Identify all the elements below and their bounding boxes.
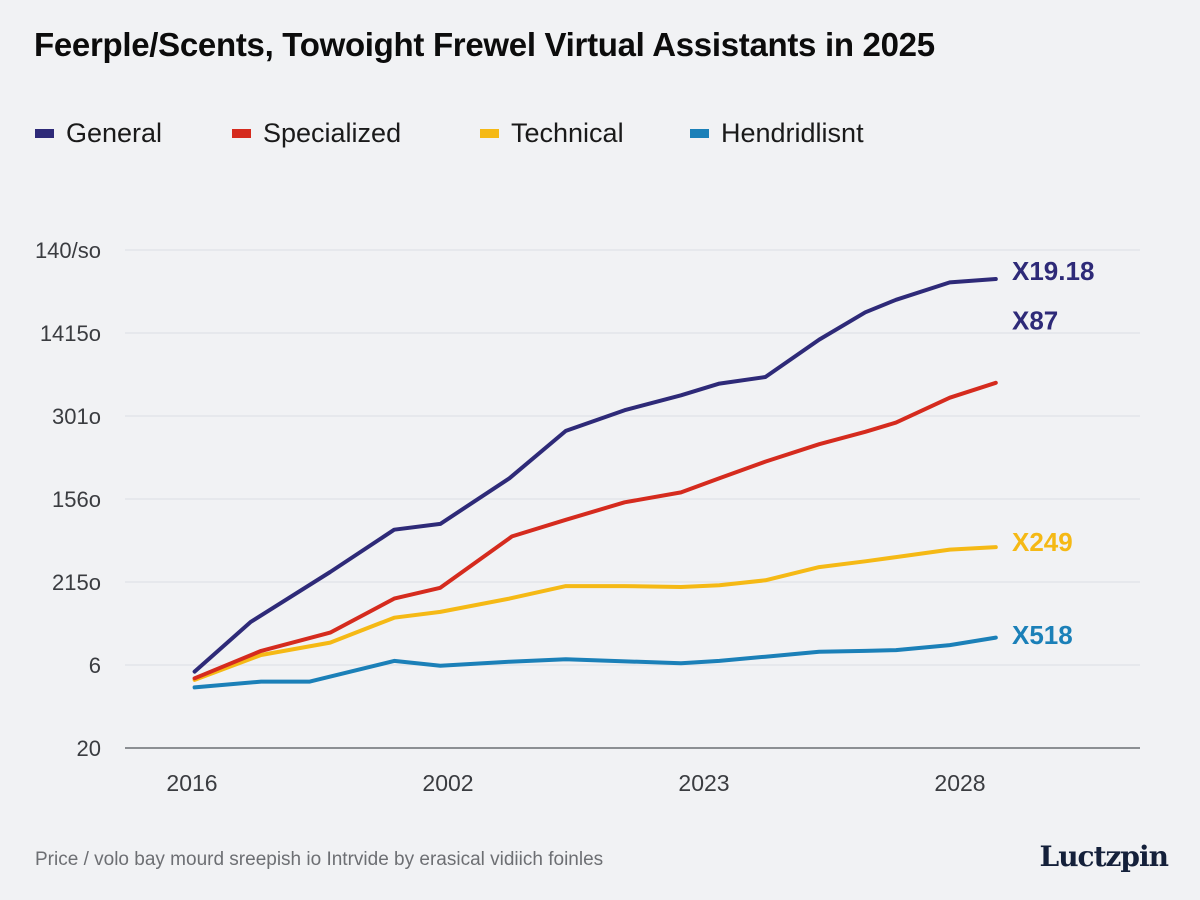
legend-item-technical: Technical: [480, 118, 624, 149]
end-value-label: X249: [1012, 527, 1073, 557]
series-line-specialized: [192, 380, 998, 681]
legend-swatch: [232, 129, 251, 138]
footer-note: Price / volo bay mourd sreepish io Intrv…: [35, 849, 604, 870]
y-tick-label: 215o: [52, 570, 101, 595]
legend-label: Technical: [511, 118, 624, 148]
legend-label: Specialized: [263, 118, 402, 148]
legend-item-hendridlisnt: Hendridlisnt: [690, 118, 864, 149]
series-line-technical: [192, 545, 998, 682]
legend-label: General: [66, 118, 163, 148]
brand-logo: Luctzpin: [1039, 840, 1169, 873]
y-tick-label: 20: [77, 736, 101, 761]
y-tick-label: 156o: [52, 487, 101, 512]
series-line-hendridlisnt: [192, 635, 998, 690]
x-tick-label: 2023: [678, 770, 729, 796]
y-tick-label: 140/so: [35, 238, 101, 263]
legend-swatch: [35, 129, 54, 138]
end-value-label: X87: [1012, 306, 1058, 336]
x-tick-label: 2028: [934, 770, 985, 796]
end-value-label: X518: [1012, 620, 1073, 650]
y-tick-label: 6: [89, 653, 101, 678]
x-tick-label: 2016: [166, 770, 217, 796]
legend-swatch: [690, 129, 709, 138]
legend-item-general: General: [35, 118, 162, 149]
x-tick-label: 2002: [422, 770, 473, 796]
y-tick-label: 1415o: [40, 321, 101, 346]
legend-item-specialized: Specialized: [232, 118, 401, 149]
legend-swatch: [480, 129, 499, 138]
end-value-label: X19.18: [1012, 256, 1094, 286]
chart-title: Feerple/Scents, Towoight Frewel Virtual …: [34, 26, 935, 63]
legend-label: Hendridlisnt: [721, 118, 864, 148]
y-tick-label: 301o: [52, 404, 101, 429]
series-line-general: [192, 277, 998, 674]
